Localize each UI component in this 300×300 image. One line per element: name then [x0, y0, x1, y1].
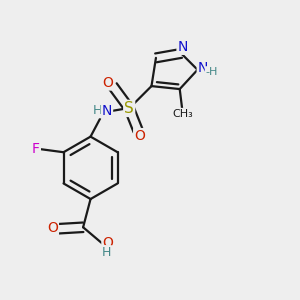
Text: CH₃: CH₃ — [172, 109, 194, 119]
Text: H: H — [102, 246, 111, 259]
Text: N: N — [198, 61, 208, 75]
Text: O: O — [102, 76, 113, 89]
Text: H: H — [93, 104, 102, 117]
Text: -H: -H — [206, 67, 218, 77]
Text: N: N — [178, 40, 188, 54]
Text: O: O — [102, 236, 113, 250]
Text: N: N — [102, 104, 112, 118]
Text: O: O — [47, 221, 58, 235]
Text: O: O — [134, 129, 145, 143]
Text: F: F — [32, 142, 40, 156]
Text: S: S — [124, 101, 134, 116]
